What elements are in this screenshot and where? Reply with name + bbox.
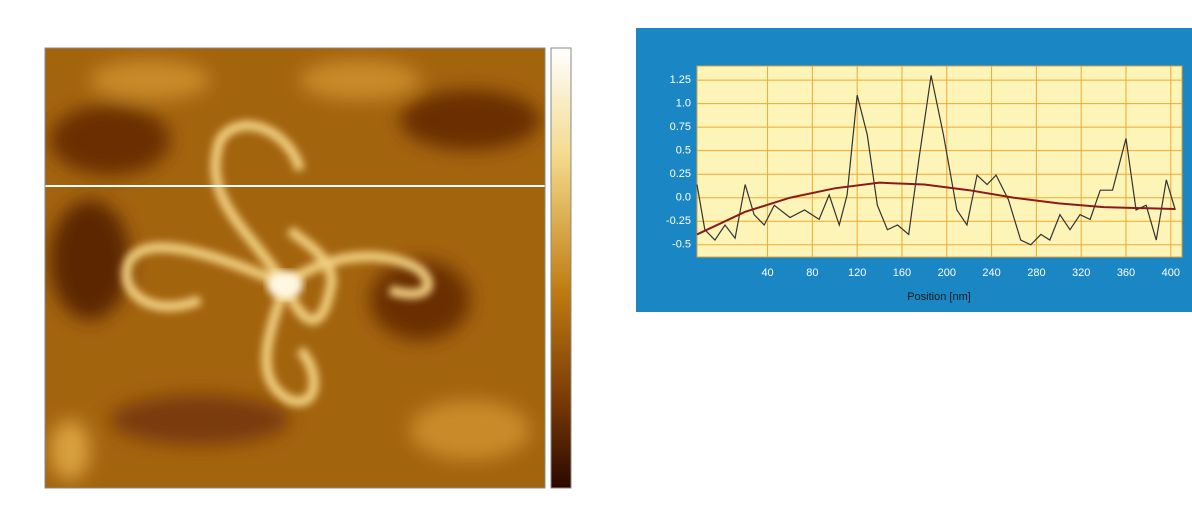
x-tick-label: 120 (848, 267, 866, 279)
y-tick-label: 0.25 (670, 168, 691, 180)
x-tick-label: 40 (761, 267, 773, 279)
y-tick-label: 1.25 (670, 74, 691, 86)
x-tick-label: 240 (982, 267, 1000, 279)
plot-area (696, 65, 1183, 258)
x-tick-label: 400 (1162, 267, 1180, 279)
y-tick-label: 1.0 (676, 98, 691, 110)
x-axis-label: Position [nm] (907, 291, 971, 303)
x-tick-label: 80 (806, 267, 818, 279)
afm-image (45, 48, 545, 488)
y-tick-label: 0.75 (670, 121, 691, 133)
y-tick-label: 0.0 (676, 192, 691, 204)
color-bar (550, 47, 572, 489)
x-tick-label: 200 (938, 267, 956, 279)
x-tick-label: 360 (1117, 267, 1135, 279)
image-frame (44, 47, 546, 489)
series-line (696, 181, 1176, 236)
x-tick-label: 320 (1072, 267, 1090, 279)
y-tick-label: 0.5 (676, 145, 691, 157)
y-tick-label: -0.5 (672, 239, 691, 251)
series-line (696, 75, 1176, 246)
y-tick-label: -0.25 (666, 215, 691, 227)
x-tick-label: 280 (1027, 267, 1045, 279)
x-tick-label: 160 (893, 267, 911, 279)
